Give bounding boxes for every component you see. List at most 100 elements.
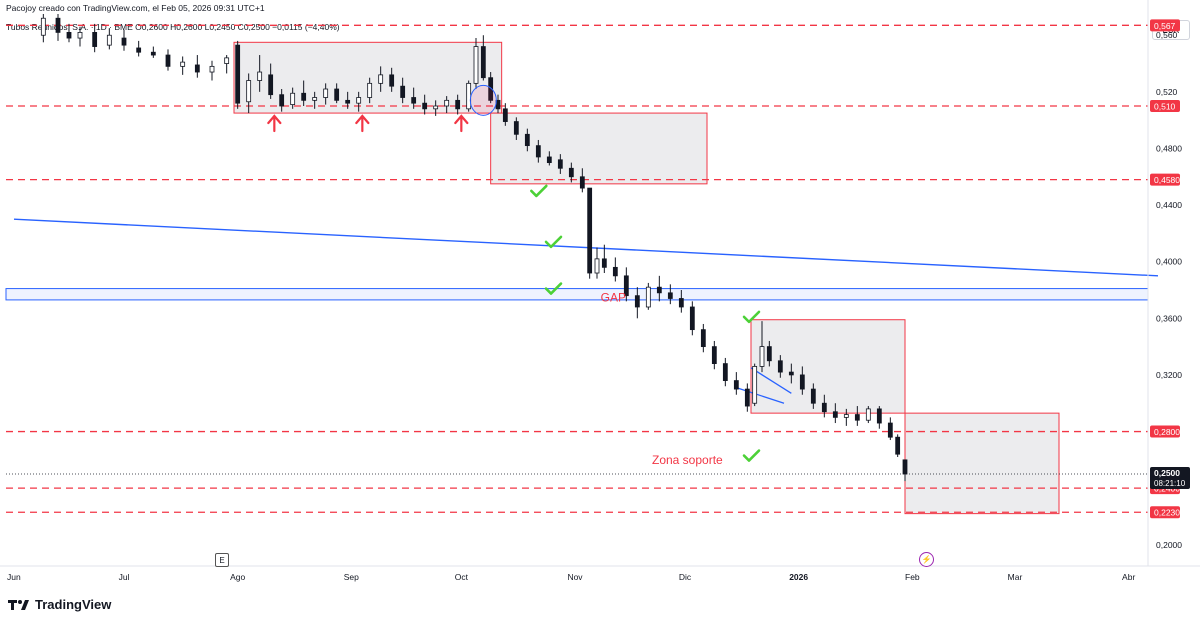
candle-body <box>55 17 61 33</box>
candle-body <box>411 97 417 104</box>
candle-body <box>235 44 241 104</box>
candle-body <box>106 34 112 46</box>
x-tick-label: Oct <box>455 572 469 582</box>
candle-body <box>656 286 662 294</box>
level-tag-label: 0,2800 <box>1154 427 1180 437</box>
x-tick-label: 2026 <box>789 572 808 582</box>
level-tag <box>1150 425 1180 438</box>
arrow-up-icon <box>355 114 370 133</box>
earnings-marker[interactable]: E <box>215 553 229 567</box>
candle-body <box>389 74 395 87</box>
candle-body <box>854 414 860 421</box>
y-tick-label: 0,560 <box>1156 30 1178 40</box>
lightning-icon[interactable]: ⚡ <box>919 552 934 567</box>
candle-body <box>290 92 296 105</box>
x-tick-label: Abr <box>1122 572 1135 582</box>
level-tag <box>1150 19 1180 32</box>
symbol-ohlc-legend[interactable]: Tubos Reunidos, S.A. · 1D · BME O0,2600 … <box>6 22 340 32</box>
countdown-label: 08:21:10 <box>1154 479 1186 488</box>
annotation-label: GAP <box>601 290 626 304</box>
candle-body <box>92 32 98 47</box>
candle-body <box>66 32 72 39</box>
candle-body <box>568 167 574 178</box>
candle-body <box>689 306 695 331</box>
annotations-layer: GAP Zona soporte <box>267 84 761 467</box>
highlight-circle <box>469 84 497 116</box>
arrow-up-icon <box>454 114 469 133</box>
candle-body <box>902 459 908 475</box>
candle-body <box>194 64 200 73</box>
x-tick-label: Jul <box>119 572 130 582</box>
candle-body <box>165 54 171 67</box>
candle-body <box>422 102 428 110</box>
candle-body <box>832 411 838 418</box>
gap-band-layer <box>5 288 1149 301</box>
checkmark-icon <box>530 184 548 198</box>
candle-body <box>645 286 651 308</box>
levels-layer: 0,5670,5100,45800,28000,24000,22300,2500… <box>6 19 1190 519</box>
axes-layer: 0,560 0,520 0,4800 0,4400 0,4000 0,3600 0,3200… <box>0 0 1200 582</box>
candle-body <box>40 17 46 36</box>
candle-body <box>821 402 827 413</box>
candle-body <box>466 82 472 110</box>
candle-body <box>623 275 629 297</box>
candles-layer <box>40 14 908 482</box>
brand-name: TradingView <box>35 597 112 612</box>
trendline-layer <box>13 218 1159 404</box>
price-chart[interactable]: 0,5670,5100,45800,28000,24000,22300,2500… <box>0 0 1200 595</box>
candle-body <box>579 176 585 189</box>
candle-body <box>345 99 351 104</box>
candle-body <box>744 388 750 407</box>
candle-body <box>733 380 739 390</box>
chart-attribution: Pacojoy creado con TradingView.com, el F… <box>6 3 265 13</box>
tradingview-brand[interactable]: TradingView <box>8 597 111 612</box>
candle-body <box>246 80 252 103</box>
candle-body <box>524 133 530 147</box>
level-tag-label: 0,567 <box>1154 21 1176 31</box>
current-price-tag <box>1150 467 1190 489</box>
candle-body <box>136 47 142 53</box>
y-tick-label: 0,4400 <box>1156 200 1182 210</box>
arrow-up-icon <box>267 114 282 133</box>
candle-body <box>546 156 552 164</box>
x-tick-label: Ago <box>230 572 245 582</box>
candle-body <box>433 105 439 110</box>
candle-body <box>444 99 450 107</box>
y-tick-label: 0,3600 <box>1156 313 1182 323</box>
candle-body <box>722 363 728 381</box>
y-tick-label: 0,4000 <box>1156 257 1182 267</box>
y-tick-label: 0,4800 <box>1156 143 1182 153</box>
candle-body <box>700 329 706 348</box>
zone-rectangle <box>233 41 503 114</box>
candle-body <box>587 187 593 274</box>
candle-body <box>455 99 461 110</box>
level-tag <box>1150 173 1180 186</box>
level-tag-label: 0,510 <box>1154 102 1176 112</box>
candle-body <box>209 65 215 73</box>
candle-body <box>367 82 373 98</box>
x-tick-label: Mar <box>1008 572 1023 582</box>
level-tag-label: 0,2230 <box>1154 508 1180 518</box>
candle-body <box>400 85 406 98</box>
candle-body <box>843 414 849 418</box>
candle-body <box>312 97 318 101</box>
checkmark-icon <box>544 235 563 249</box>
candle-body <box>612 266 618 277</box>
y-tick-label: 0,3200 <box>1156 370 1182 380</box>
level-tag <box>1150 100 1180 112</box>
candle-body <box>279 94 285 107</box>
candle-body <box>378 74 384 84</box>
candle-body <box>557 159 563 169</box>
candle-body <box>268 74 274 96</box>
candle-body <box>810 388 816 404</box>
candle-body <box>502 108 508 122</box>
candle-body <box>594 258 600 274</box>
zone-rectangle <box>750 319 906 414</box>
wedge-lower-line <box>736 387 785 404</box>
annotation-label: Zona soporte <box>652 453 723 467</box>
zone-rectangle <box>490 112 708 185</box>
candle-body <box>224 57 230 64</box>
x-tick-label: Feb <box>905 572 920 582</box>
candle-body <box>513 121 519 135</box>
candle-body <box>788 371 794 376</box>
